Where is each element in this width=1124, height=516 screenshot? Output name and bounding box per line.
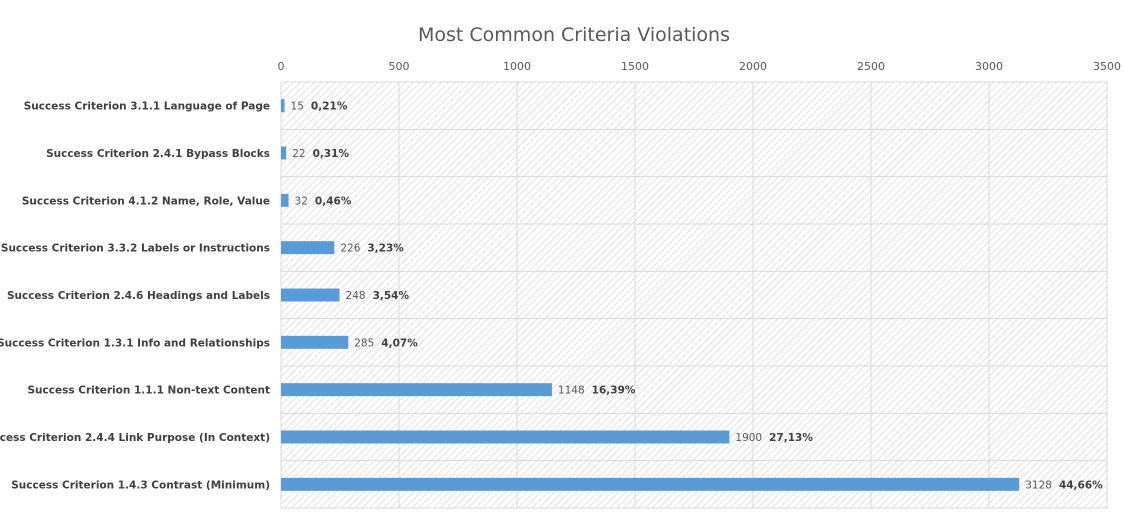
x-tick-label: 1000 <box>503 60 531 73</box>
x-axis-ticks: 0 500 1000 1500 2000 2500 3000 3500 <box>278 60 1122 73</box>
percent-label: 3,23% <box>367 243 404 255</box>
percent-label: 4,07% <box>381 337 418 349</box>
category-label: Success Criterion 4.1.2 Name, Role, Valu… <box>22 195 270 207</box>
category-label: Success Criterion 2.4.6 Headings and Lab… <box>7 290 270 302</box>
bar <box>281 477 1020 491</box>
value-label: 3128 <box>1025 479 1052 491</box>
x-tick-label: 3500 <box>1093 60 1121 73</box>
x-tick-label: 2500 <box>857 60 885 73</box>
category-label: Success Criterion 1.4.3 Contrast (Minimu… <box>11 479 270 491</box>
percent-label: 27,13% <box>769 432 813 444</box>
category-label: Success Criterion 1.1.1 Non-text Content <box>27 385 270 397</box>
bar <box>281 241 335 255</box>
category-label: Success Criterion 2.4.1 Bypass Blocks <box>46 148 270 160</box>
x-tick-label: 0 <box>278 60 285 73</box>
value-label: 22 <box>292 148 305 160</box>
chart-title: Most Common Criteria Violations <box>418 24 730 46</box>
category-label: Success Criterion 3.1.1 Language of Page <box>24 101 270 113</box>
percent-label: 3,54% <box>373 290 410 302</box>
x-tick-label: 2000 <box>739 60 767 73</box>
percent-label: 0,31% <box>313 148 350 160</box>
x-tick-label: 1500 <box>621 60 649 73</box>
percent-label: 0,21% <box>311 101 348 113</box>
value-label: 15 <box>291 101 304 113</box>
category-label: Success Criterion 3.3.2 Labels or Instru… <box>1 243 270 255</box>
bar <box>281 193 289 207</box>
category-label: Success Criterion 2.4.4 Link Purpose (In… <box>0 432 270 444</box>
x-tick-label: 3000 <box>975 60 1003 73</box>
bar <box>281 288 340 302</box>
value-label: 1900 <box>735 432 762 444</box>
category-label: Success Criterion 1.3.1 Info and Relatio… <box>0 337 270 349</box>
bars <box>281 99 1020 491</box>
value-label: 226 <box>340 243 360 255</box>
value-label: 1148 <box>558 385 585 397</box>
percent-label: 16,39% <box>592 385 636 397</box>
percent-label: 0,46% <box>315 195 352 207</box>
x-tick-label: 500 <box>389 60 410 73</box>
bar <box>281 430 730 444</box>
bar <box>281 99 285 113</box>
bar <box>281 146 287 160</box>
value-label: 32 <box>295 195 308 207</box>
bar <box>281 335 349 349</box>
value-label: 285 <box>354 337 374 349</box>
value-label: 248 <box>346 290 366 302</box>
bar <box>281 383 552 397</box>
category-labels: Success Criterion 3.1.1 Language of Page… <box>0 101 1103 492</box>
percent-label: 44,66% <box>1059 479 1103 491</box>
